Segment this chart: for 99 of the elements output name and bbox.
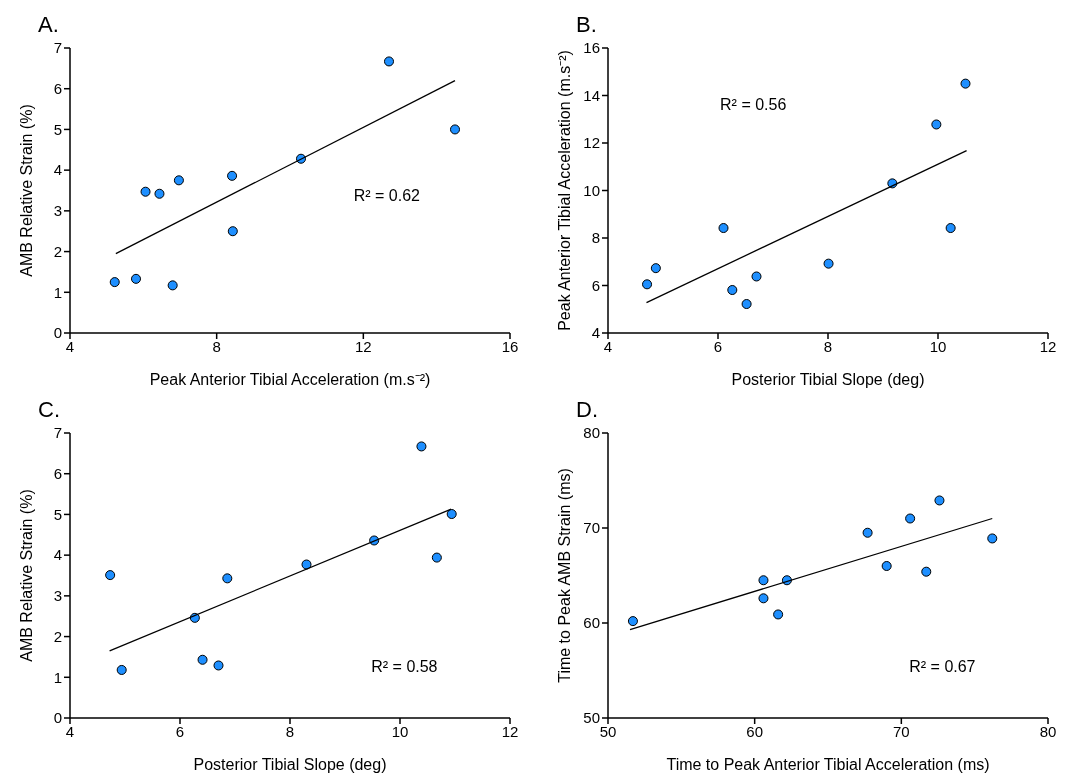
point — [449, 124, 461, 135]
x-tick-label: 12 — [1039, 337, 1057, 355]
x-tick-label: 6 — [713, 337, 723, 355]
chart-title: D. — [576, 397, 598, 423]
point — [197, 654, 208, 665]
point — [416, 441, 427, 452]
x-tick-label: 16 — [501, 337, 519, 355]
x-tick-label: 4 — [65, 722, 75, 740]
point — [934, 495, 945, 506]
y-axis-title: Time to Peak AMB Strain (ms) — [555, 468, 573, 683]
x-tick-label: 8 — [212, 337, 221, 355]
y-axis-title: AMB Relative Strain (%) — [17, 489, 35, 662]
x-tick-label: 6 — [175, 722, 185, 740]
y-tick-label: 4 — [591, 324, 600, 342]
annotation: R² = 0.56 — [720, 96, 787, 114]
x-axis-title: Peak Anterior Tibial Acceleration (m.s⁻²) — [149, 371, 431, 388]
chart-title: A. — [38, 12, 59, 38]
x-axis-title: Posterior Tibial Slope (deg) — [193, 756, 387, 773]
point — [130, 273, 142, 284]
y-tick-label: 60 — [583, 614, 600, 632]
point — [758, 575, 769, 586]
point — [921, 566, 932, 577]
y-tick-label: 70 — [583, 519, 600, 537]
x-tick-label: 12 — [501, 722, 519, 740]
x-tick-label: 10 — [391, 722, 409, 740]
point — [167, 280, 178, 291]
y-tick-label: 4 — [53, 546, 62, 564]
point — [105, 570, 116, 581]
point — [227, 170, 238, 181]
point — [173, 175, 184, 186]
annotation: R² = 0.58 — [371, 657, 438, 676]
y-tick-label: 6 — [53, 80, 62, 98]
y-tick-label: 5 — [53, 505, 62, 523]
point — [758, 593, 769, 604]
y-tick-label: 3 — [53, 587, 62, 605]
point — [154, 188, 165, 199]
y-tick-label: 0 — [53, 324, 62, 342]
point — [301, 559, 312, 570]
y-tick-label: 1 — [53, 668, 62, 686]
point — [642, 279, 653, 290]
x-tick-label: 8 — [285, 722, 295, 740]
y-tick-label: 8 — [591, 229, 600, 247]
point — [931, 119, 942, 130]
annotation: R² = 0.62 — [353, 187, 420, 206]
point — [213, 660, 224, 671]
chart-title: C. — [38, 397, 60, 423]
point — [881, 560, 892, 572]
x-tick-label: 10 — [929, 337, 947, 355]
y-tick-label: 1 — [53, 283, 62, 301]
y-tick-label: 14 — [583, 86, 600, 104]
point — [773, 609, 784, 620]
y-tick-label: 12 — [583, 134, 600, 152]
y-tick-label: 10 — [583, 181, 600, 199]
point — [862, 527, 873, 538]
x-axis-title: Time to Peak Anterior Tibial Acceleration (ms) — [666, 756, 990, 773]
point — [109, 277, 120, 288]
point — [718, 223, 729, 234]
y-tick-label: 2 — [53, 627, 62, 645]
y-tick-label: 6 — [591, 276, 600, 294]
y-tick-label: 5 — [53, 120, 62, 138]
y-tick-label: 3 — [53, 202, 62, 220]
point — [650, 263, 661, 274]
point — [727, 285, 738, 296]
y-tick-label: 50 — [583, 709, 600, 727]
point — [751, 271, 762, 282]
point — [383, 56, 395, 67]
point — [140, 186, 151, 197]
x-tick-label: 4 — [65, 337, 75, 355]
y-tick-label: 0 — [53, 709, 62, 727]
y-axis-title: Peak Anterior Tibial Acceleration (m.s⁻²) — [555, 50, 573, 331]
y-tick-label: 2 — [53, 242, 62, 260]
point — [222, 573, 233, 584]
y-axis-title: AMB Relative Strain (%) — [17, 104, 35, 277]
point — [227, 226, 238, 237]
y-tick-label: 7 — [53, 39, 62, 57]
point — [116, 664, 127, 675]
x-tick-label: 70 — [892, 722, 910, 740]
x-tick-label: 12 — [354, 337, 372, 355]
x-tick-label: 60 — [746, 722, 764, 740]
y-tick-label: 6 — [53, 465, 62, 483]
point — [960, 78, 971, 89]
y-tick-label: 4 — [53, 161, 62, 179]
x-tick-label: 8 — [823, 337, 833, 355]
point — [905, 513, 916, 524]
point — [627, 616, 638, 627]
annotation: R² = 0.67 — [909, 657, 976, 676]
point — [823, 258, 834, 269]
point — [945, 223, 956, 234]
y-tick-label: 7 — [53, 424, 62, 442]
y-tick-label: 16 — [583, 39, 600, 57]
chart-title: B. — [576, 12, 597, 38]
point — [446, 509, 457, 520]
x-tick-label: 80 — [1039, 722, 1057, 740]
point — [741, 299, 752, 310]
y-tick-label: 80 — [583, 424, 600, 442]
x-tick-label: 4 — [603, 337, 613, 355]
point — [431, 552, 442, 563]
x-axis-title: Posterior Tibial Slope (deg) — [731, 371, 925, 388]
point — [987, 533, 998, 544]
